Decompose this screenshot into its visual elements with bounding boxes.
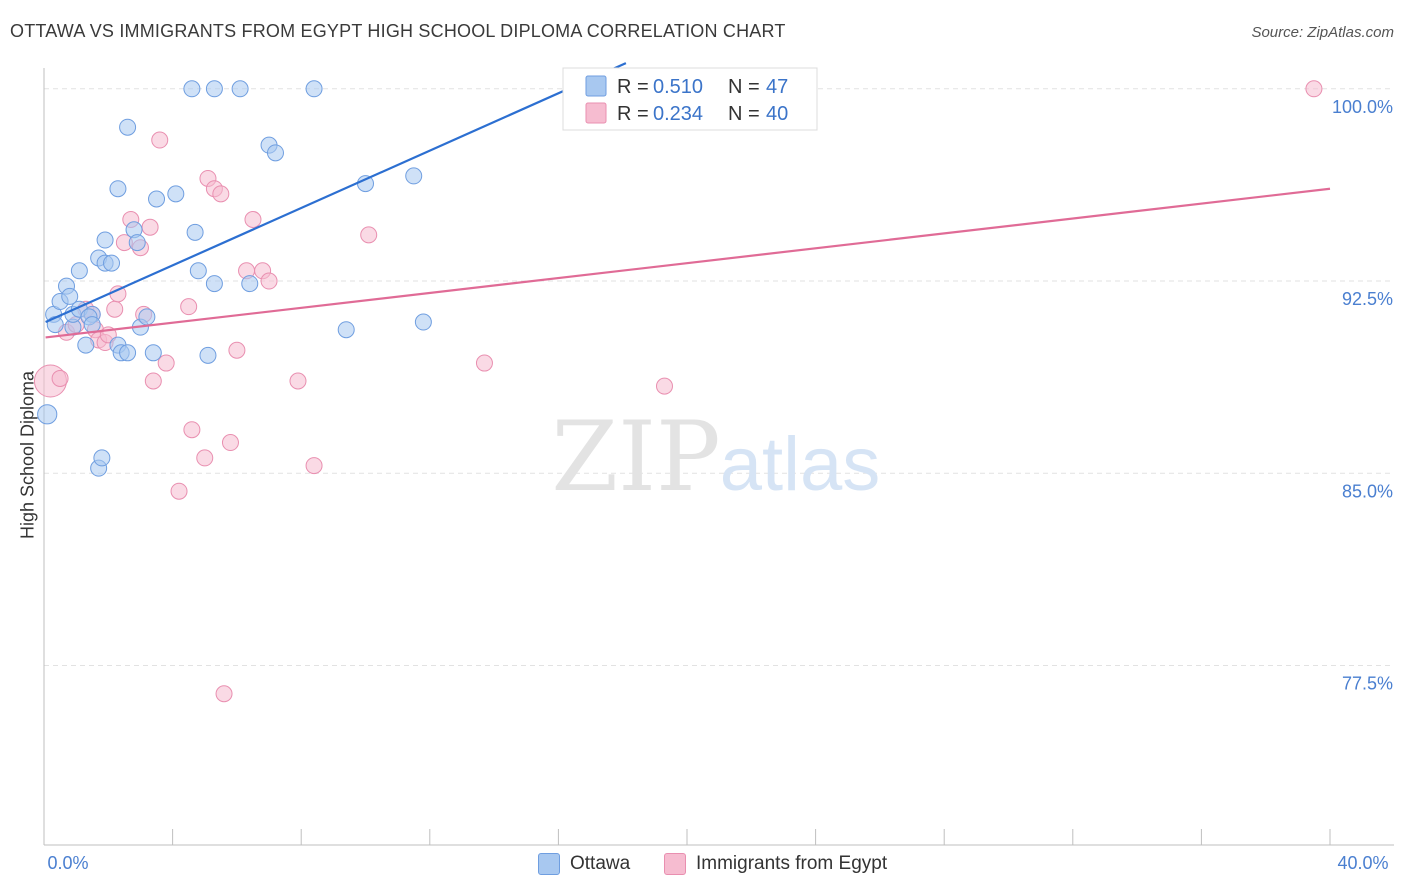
ottawa-point [83,316,101,334]
ottawa-point [93,449,111,467]
x-tick-labels: 0.0% 40.0% [47,853,1388,873]
y-tick-labels: 77.5% 85.0% 92.5% 100.0% [1332,97,1393,694]
legend-egypt-swatch [585,102,607,124]
egypt-point [221,434,239,452]
watermark-atlas: atlas [720,422,881,507]
ottawa-point [148,190,166,208]
source-label: Source: ZipAtlas.com [1251,24,1394,41]
ottawa-point [199,346,217,364]
egypt-point [144,372,162,390]
legend-ottawa-r-value: 0.510 [653,76,703,98]
egypt-point [289,372,307,390]
egypt-point [157,354,175,372]
ottawa-point [119,344,137,362]
legend-egypt-n-value: 40 [766,103,788,125]
ottawa-point [266,144,284,162]
egypt-point [212,185,230,203]
ottawa-point [205,275,223,293]
legend-top: R = 0.510 N = 47 R = 0.234 N = 40 [562,67,818,131]
egypt-point [141,218,159,236]
y-tick-label: 100.0% [1332,97,1393,117]
egypt-point [215,685,233,703]
legend-ottawa-n-label: N = [728,76,765,98]
legend-egypt-n-label: N = [728,103,765,125]
egypt-point [1305,80,1323,98]
ottawa-point [414,313,432,331]
watermark-zip: ZIP [551,401,720,513]
ottawa-point [144,344,162,362]
legend-egypt-r-label: R = [617,103,654,125]
egypt-point [260,272,278,290]
ottawa-point [138,308,156,326]
legend-bottom-egypt: Immigrants from Egypt [664,850,887,878]
egypt-point [183,421,201,439]
ottawa-point [77,336,95,354]
ottawa-point [305,80,323,98]
ottawa-point [46,316,64,334]
legend-bottom-ottawa-label: Ottawa [570,853,631,874]
y-tick-label: 92.5% [1342,289,1393,309]
ottawa-points [37,80,432,477]
trend-lines [45,62,1331,339]
egypt-point [475,354,493,372]
egypt-point [151,131,169,149]
ottawa-point [109,180,127,198]
ottawa-point [189,262,207,280]
legend-bottom-egypt-label: Immigrants from Egypt [696,853,888,874]
ottawa-point [405,167,423,185]
egypt-point [360,226,378,244]
ottawa-point [231,80,249,98]
axes [43,68,1394,846]
egypt-points [33,80,1323,703]
y-tick-label: 77.5% [1342,674,1393,694]
x-tick-label-min: 0.0% [47,853,88,873]
legend-bottom-ottawa-swatch [538,853,560,875]
legend-egypt-r-value: 0.234 [653,103,703,125]
egypt-point [170,482,188,500]
egypt-point [180,298,198,316]
ottawa-point [70,262,88,280]
egypt-point [106,300,124,318]
legend-bottom-egypt-swatch [664,853,686,875]
egypt-point [655,377,673,395]
ottawa-point [37,404,58,425]
y-tick-label: 85.0% [1342,481,1393,501]
ottawa-point [119,118,137,136]
egypt-trend-line [45,187,1331,339]
legend-ottawa-swatch [585,75,607,97]
egypt-point [244,211,262,229]
chart-title: OTTAWA VS IMMIGRANTS FROM EGYPT HIGH SCH… [10,21,786,41]
egypt-point [305,457,323,475]
ottawa-point [128,234,146,252]
ottawa-point [167,185,185,203]
ottawa-point [205,80,223,98]
ottawa-point [183,80,201,98]
watermark: ZIP atlas [551,401,880,513]
legend-ottawa-n-value: 47 [766,76,788,98]
ottawa-point [96,231,114,249]
legend-bottom-ottawa: Ottawa [538,850,630,878]
ottawa-point [186,223,204,241]
ottawa-point [241,275,259,293]
egypt-point [228,341,246,359]
egypt-point [196,449,214,467]
egypt-point [51,369,69,387]
grid-lines [44,88,1394,667]
x-tick-label-max: 40.0% [1337,853,1388,873]
ottawa-point [61,287,79,305]
ottawa-trend-line [45,62,627,324]
ottawa-point [337,321,355,339]
ottawa-point [103,254,121,272]
legend-ottawa-r-label: R = [617,76,654,98]
